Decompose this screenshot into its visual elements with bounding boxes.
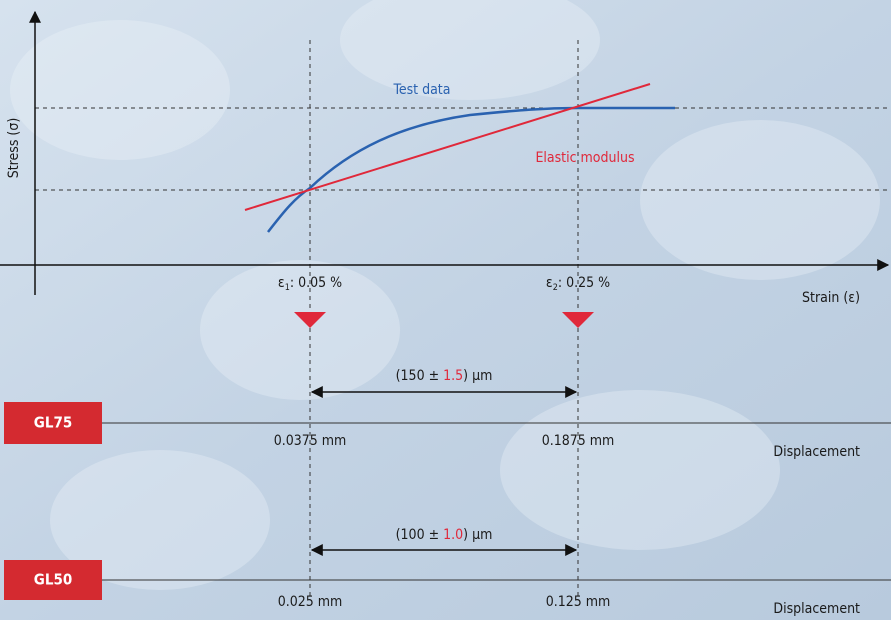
tolerance: 1.5: [443, 368, 463, 384]
start-label: 0.0375 mm: [274, 433, 347, 449]
prefix: (150 ±: [396, 368, 440, 384]
span-label: (150 ±1.5) μm: [396, 368, 493, 384]
start-label: 0.025 mm: [278, 594, 343, 610]
gauge-name: GL50: [34, 571, 72, 589]
elastic-modulus-label: Elastic modulus: [535, 150, 634, 166]
value: : 0.25 %: [558, 275, 610, 291]
symbol: ε: [278, 275, 285, 291]
displacement-label: Displacement: [773, 444, 860, 460]
end-label: 0.1875 mm: [542, 433, 615, 449]
value: : 0.05 %: [290, 275, 342, 291]
diagram: Stress (σ) Strain (ε) Test data Elastic …: [0, 0, 891, 620]
strain-axis-label: Strain (ε): [802, 290, 860, 306]
symbol: ε: [546, 275, 553, 291]
span-label: (100 ±1.0) μm: [396, 527, 493, 543]
suffix: ) μm: [463, 368, 492, 384]
gauge-name: GL75: [34, 414, 72, 432]
suffix: ) μm: [463, 527, 492, 543]
tolerance: 1.0: [443, 527, 463, 543]
stress-axis-label: Stress (σ): [6, 118, 22, 179]
end-label: 0.125 mm: [546, 594, 611, 610]
displacement-label: Displacement: [773, 601, 860, 617]
prefix: (100 ±: [396, 527, 440, 543]
test-data-label: Test data: [393, 82, 451, 98]
